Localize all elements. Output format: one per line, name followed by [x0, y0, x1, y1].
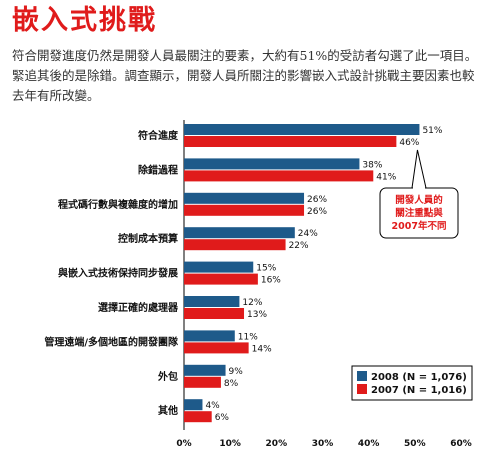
x-tick-label: 20%	[266, 439, 288, 449]
bar-series-1	[184, 296, 240, 307]
x-tick-label: 10%	[219, 439, 241, 449]
bar-series-1	[184, 330, 235, 342]
data-label: 51%	[422, 126, 442, 136]
page-title: 嵌入式挑戰	[12, 5, 157, 36]
bar-series-2	[184, 411, 212, 423]
callout-text: 關注重點與	[395, 207, 443, 219]
bar-series-1	[184, 158, 360, 170]
x-tick-label: 60%	[450, 439, 472, 449]
data-label: 46%	[399, 138, 419, 148]
bar-series-1	[184, 261, 254, 273]
legend-swatch	[357, 384, 367, 394]
x-tick-label: 30%	[312, 439, 334, 449]
data-label: 9%	[229, 367, 244, 377]
category-label: 管理遠端/多個地區的開發團隊	[44, 335, 179, 348]
data-label: 14%	[252, 344, 272, 354]
data-label: 12%	[242, 298, 262, 308]
data-label: 24%	[298, 229, 318, 239]
bar-series-2	[184, 204, 305, 216]
bar-series-2	[184, 273, 258, 285]
data-label: 13%	[247, 310, 267, 320]
bar-series-1	[184, 399, 203, 411]
category-label: 與嵌入式技術保持同步發展	[58, 267, 178, 280]
bar-series-1	[184, 364, 226, 376]
bar-series-2	[184, 376, 221, 388]
bar-series-2	[184, 239, 286, 251]
callout-text: 開發人員的	[395, 194, 443, 206]
data-label: 15%	[256, 264, 276, 274]
bar-series-2	[184, 308, 245, 319]
bar-series-1	[184, 227, 295, 239]
category-label: 除錯過程	[138, 163, 178, 176]
intro-paragraph: 符合開發進度仍然是開發人員最關注的要素，大約有51%的受訪者勾選了此一項目。緊追…	[12, 48, 478, 103]
data-label: 26%	[307, 207, 327, 217]
x-tick-label: 40%	[358, 439, 380, 449]
data-label: 26%	[307, 195, 327, 205]
legend-swatch	[357, 371, 367, 381]
bar-series-1	[184, 192, 305, 204]
data-label: 8%	[224, 379, 239, 389]
bar-series-2	[184, 342, 249, 354]
x-tick-label: 50%	[404, 439, 426, 449]
category-label: 控制成本預算	[118, 232, 178, 245]
data-label: 16%	[261, 276, 281, 286]
data-label: 41%	[376, 172, 396, 182]
data-label: 11%	[238, 332, 258, 342]
category-label: 其他	[158, 404, 178, 417]
legend-label: 2007 (N = 1,016)	[371, 385, 467, 396]
data-label: 38%	[362, 160, 382, 170]
category-label: 選擇正確的處理器	[98, 301, 179, 314]
data-label: 4%	[205, 401, 220, 411]
bar-series-2	[184, 170, 374, 182]
legend-box	[351, 365, 473, 401]
callout-text: 2007年不同	[392, 220, 447, 232]
legend-label: 2008 (N = 1,076)	[371, 372, 467, 383]
category-label: 外包	[157, 370, 178, 383]
callout-joint	[413, 187, 425, 190]
data-label: 6%	[215, 413, 230, 423]
x-tick-label: 0%	[176, 439, 191, 449]
category-label: 符合進度	[138, 129, 179, 142]
data-label: 22%	[289, 241, 309, 251]
bar-series-1	[184, 124, 420, 135]
bar-series-2	[184, 136, 397, 147]
callout-pointer	[411, 149, 427, 189]
category-label: 程式碼行數與複雜度的增加	[58, 198, 178, 211]
